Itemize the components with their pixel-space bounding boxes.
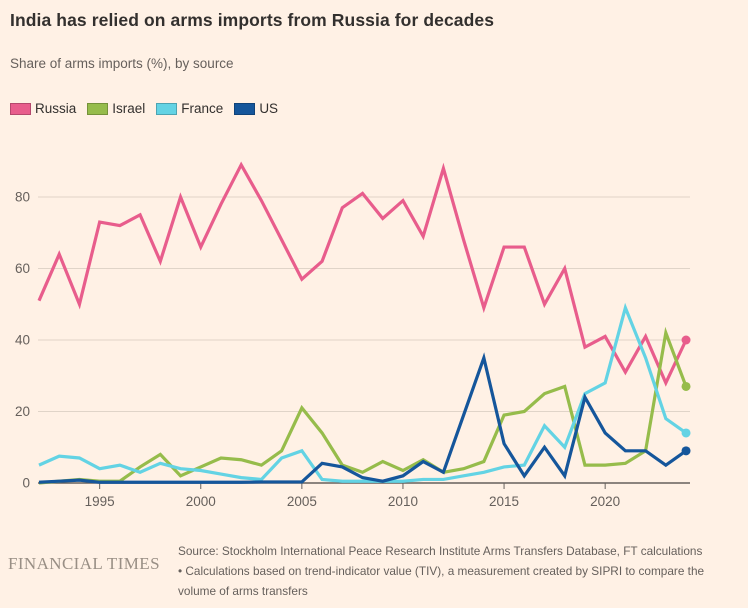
legend-label: Russia xyxy=(35,101,77,116)
legend-swatch xyxy=(10,102,31,115)
x-tick-label: 2010 xyxy=(388,494,418,509)
source-line: Source: Stockholm International Peace Re… xyxy=(178,544,703,558)
series-endpoint-us xyxy=(681,446,691,456)
x-tick-label: 2005 xyxy=(287,494,317,509)
legend-label: US xyxy=(259,101,279,116)
x-tick-label: 2020 xyxy=(590,494,620,509)
legend-label: Israel xyxy=(112,101,146,116)
legend-label: France xyxy=(181,101,224,116)
chart-title: India has relied on arms imports from Ru… xyxy=(10,10,495,30)
legend-item-israel: Israel xyxy=(87,101,145,116)
y-tick-label: 0 xyxy=(22,476,30,491)
series-endpoint-france xyxy=(681,428,691,438)
x-tick-label: 2015 xyxy=(489,494,519,509)
y-tick-label: 20 xyxy=(15,404,30,419)
legend-swatch xyxy=(156,102,178,115)
ft-logo: FINANCIAL TIMES xyxy=(8,554,160,573)
source-line: • Calculations based on trend-indicator … xyxy=(178,564,705,578)
chart-subtitle: Share of arms imports (%), by source xyxy=(10,56,234,71)
series-line-russia xyxy=(37,161,688,387)
x-tick-label: 2000 xyxy=(186,494,216,509)
series-endpoint-israel xyxy=(681,381,691,391)
legend-item-france: France xyxy=(156,101,223,116)
series-line-france xyxy=(38,302,687,483)
legend-swatch xyxy=(234,102,256,115)
source-note: Source: Stockholm International Peace Re… xyxy=(178,541,748,601)
chart-legend: Russia Israel France US xyxy=(10,101,289,116)
y-tick-label: 80 xyxy=(15,190,30,205)
legend-item-us: US xyxy=(234,101,278,116)
y-tick-label: 40 xyxy=(15,333,30,348)
x-tick-label: 1995 xyxy=(85,494,115,509)
legend-swatch xyxy=(87,102,109,115)
legend-item-russia: Russia xyxy=(10,101,76,116)
source-line: volume of arms transfers xyxy=(178,584,308,598)
series-endpoint-russia xyxy=(681,335,691,345)
series-line-us xyxy=(38,352,687,484)
series-line-israel xyxy=(38,326,688,485)
y-tick-label: 60 xyxy=(15,261,30,276)
